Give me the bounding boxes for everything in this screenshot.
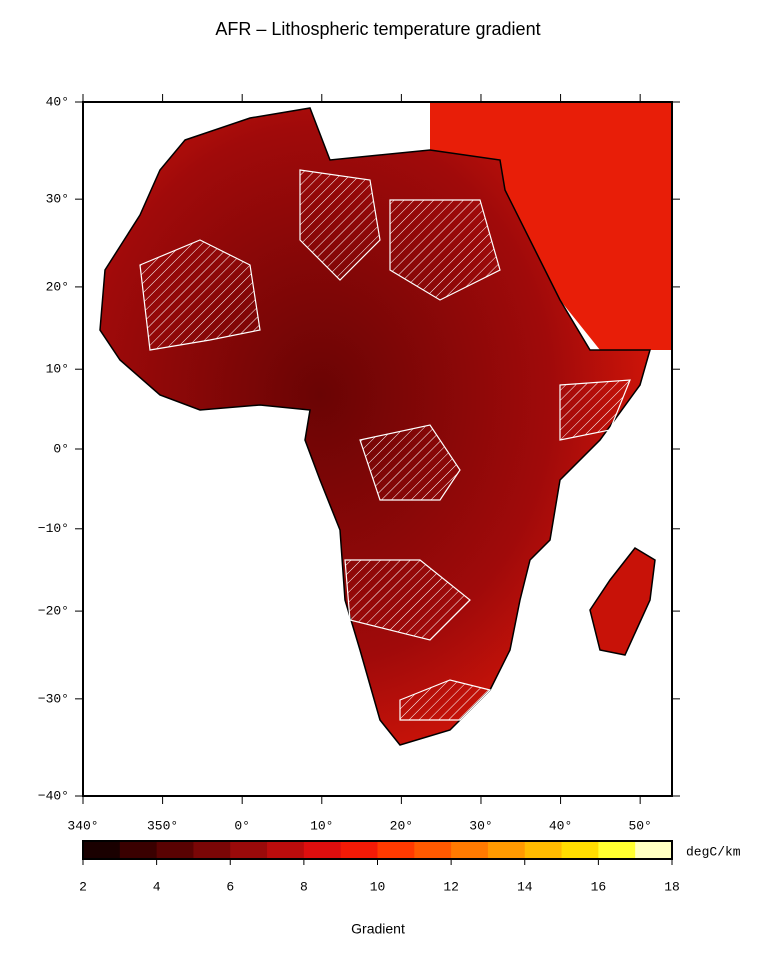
x-tick-label: 350°: [147, 818, 178, 833]
colorbar-bin: [635, 841, 673, 859]
arabia-field: [430, 102, 672, 350]
x-tick-label: 40°: [549, 818, 572, 833]
colorbar-bin: [119, 841, 158, 859]
colorbar-bin: [598, 841, 636, 859]
x-tick-label: 30°: [469, 818, 492, 833]
colorbar-bin: [303, 841, 342, 859]
y-tick-label: 30°: [46, 192, 69, 207]
craton: [344, 559, 471, 641]
colorbar-bin: [230, 841, 268, 859]
craton: [139, 239, 261, 351]
x-tick-label: 50°: [628, 818, 651, 833]
colorbar-bin: [377, 841, 415, 859]
colorbar-bin: [561, 841, 599, 859]
colorbar-tick-label: 16: [591, 879, 607, 894]
craton: [359, 424, 461, 501]
y-tick-label: −20°: [38, 604, 69, 619]
craton: [399, 679, 492, 721]
madagascar-field: [589, 547, 656, 656]
colorbar-bin: [193, 841, 231, 859]
colorbar-tick-label: 2: [79, 879, 87, 894]
colorbar-bin: [414, 841, 452, 859]
colorbar-tick-label: 6: [226, 879, 234, 894]
map-title: AFR – Lithospheric temperature gradient: [215, 19, 540, 39]
colorbar-bin: [451, 841, 489, 859]
x-tick-label: 10°: [310, 818, 333, 833]
y-tick-label: −10°: [38, 521, 69, 536]
x-tick-label: 0°: [234, 818, 250, 833]
colorbar-unit: degC/km: [686, 844, 741, 859]
colorbar-bin: [524, 841, 563, 859]
craton: [389, 199, 501, 301]
y-tick-label: 0°: [53, 441, 69, 456]
colorbar-bin: [487, 841, 526, 859]
colorbar-bin: [340, 841, 378, 859]
colorbar-bin: [83, 841, 121, 859]
x-tick-label: 20°: [390, 818, 413, 833]
colorbar-tick-label: 8: [300, 879, 308, 894]
colorbar-title: Gradient: [351, 921, 405, 937]
cratons: [139, 169, 631, 721]
colorbar-tick-label: 14: [517, 879, 533, 894]
colorbar-bin: [267, 841, 305, 859]
y-tick-label: 40°: [46, 94, 69, 109]
colorbar-tick-label: 12: [443, 879, 459, 894]
y-tick-label: 20°: [46, 279, 69, 294]
y-tick-label: 10°: [46, 362, 69, 377]
data-field: [99, 102, 672, 746]
craton: [299, 169, 381, 281]
y-tick-label: −40°: [38, 788, 69, 803]
colorbar-bin: [156, 841, 194, 859]
y-tick-label: −30°: [38, 691, 69, 706]
craton: [559, 379, 631, 441]
colorbar-tick-label: 10: [370, 879, 386, 894]
x-tick-label: 340°: [67, 818, 98, 833]
colorbar-tick-label: 18: [664, 879, 680, 894]
colorbar-tick-label: 4: [153, 879, 161, 894]
